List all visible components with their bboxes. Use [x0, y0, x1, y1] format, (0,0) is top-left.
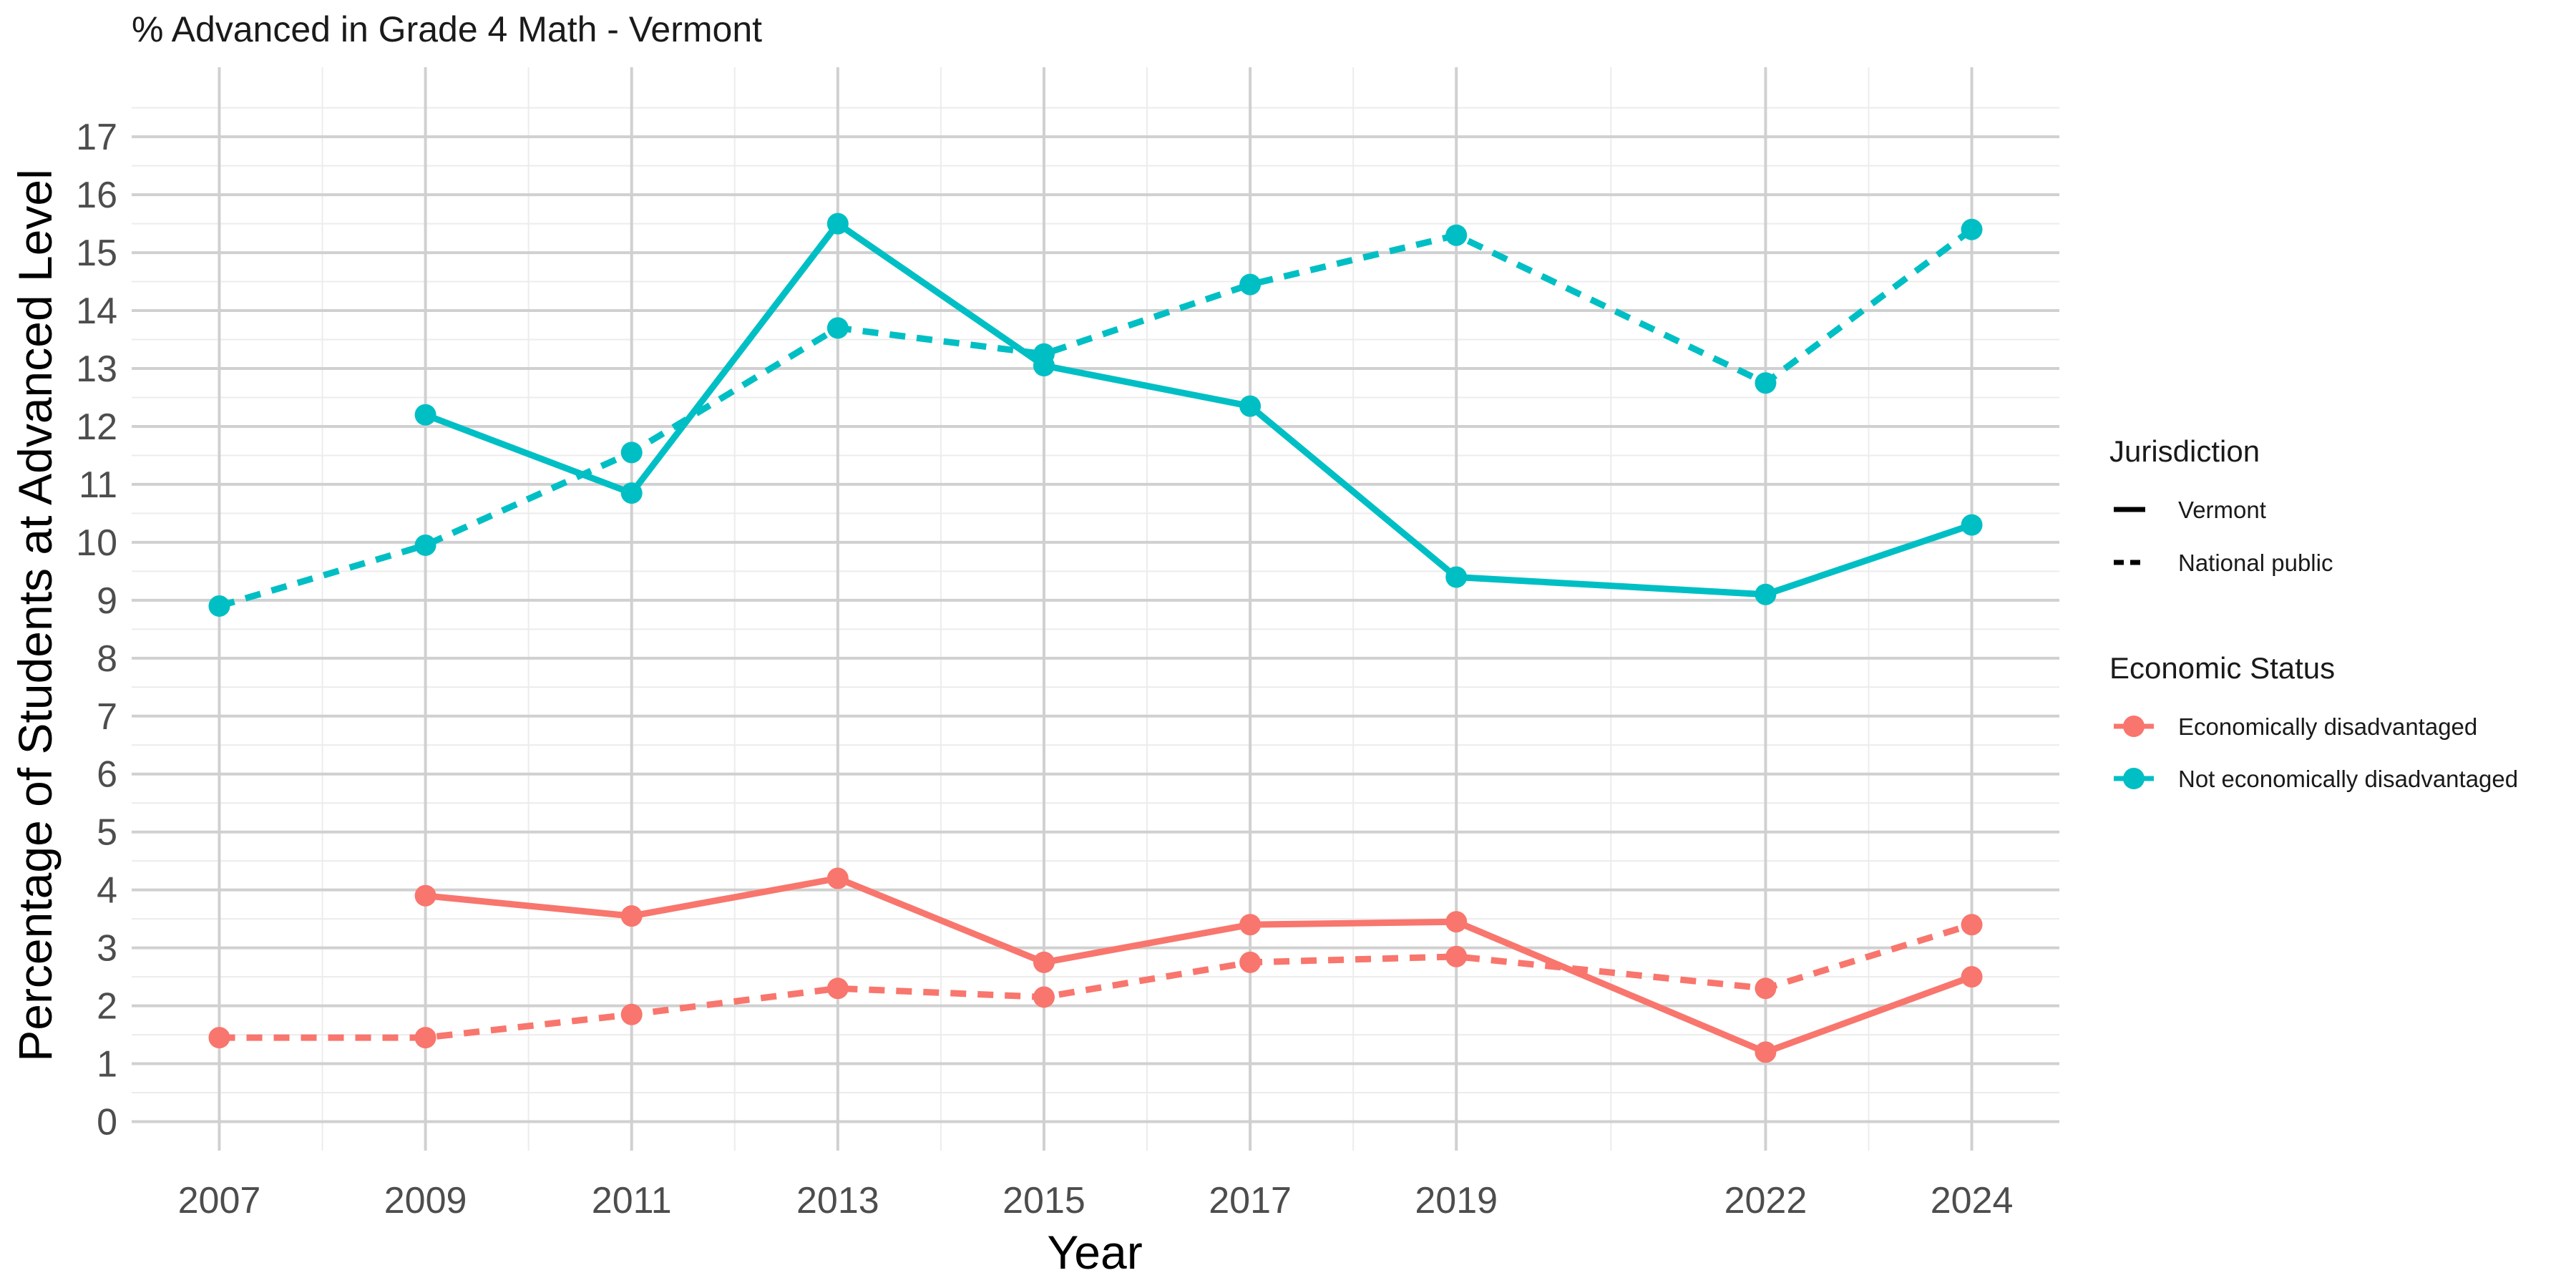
data-point-vermont-not-economically-disadvantaged [1239, 395, 1262, 417]
y-tick-label: 12 [76, 406, 117, 448]
data-point-national-public-economically-disadvantaged [1033, 986, 1055, 1008]
data-point-national-public-not-economically-disadvantaged [208, 595, 230, 617]
y-tick-label: 5 [97, 812, 117, 854]
data-point-vermont-not-economically-disadvantaged [1445, 566, 1468, 588]
data-point-national-public-not-economically-disadvantaged [620, 441, 643, 464]
series-line-national-public-economically-disadvantaged [219, 921, 1973, 1041]
data-point-national-public-not-economically-disadvantaged [1961, 218, 1983, 240]
series-line-vermont-economically-disadvantaged [425, 875, 1974, 1055]
legend-jurisdiction-title: Jurisdiction [2109, 434, 2260, 468]
x-tick-label: 2013 [796, 1180, 879, 1221]
data-point-national-public-economically-disadvantaged [620, 1003, 643, 1025]
data-point-national-public-economically-disadvantaged [826, 977, 849, 1000]
data-point-vermont-economically-disadvantaged [1239, 914, 1262, 936]
data-point-vermont-not-economically-disadvantaged [1961, 514, 1983, 536]
y-tick-label: 10 [76, 522, 117, 564]
data-point-vermont-economically-disadvantaged [1961, 966, 1983, 988]
x-axis-ticks: 2007 2009 2011 2013 2015 2017 2019 2022 2024 [178, 1180, 2014, 1221]
series-points [208, 213, 1983, 1063]
data-point-vermont-not-economically-disadvantaged [620, 482, 643, 504]
y-tick-label: 6 [97, 754, 117, 796]
legend-economic-status-title: Economic Status [2109, 651, 2335, 685]
y-tick-label: 4 [97, 870, 117, 912]
data-point-national-public-economically-disadvantaged [1445, 945, 1468, 967]
x-tick-label: 2015 [1002, 1180, 1085, 1221]
y-tick-label: 13 [76, 348, 117, 390]
data-point-national-public-economically-disadvantaged [1239, 951, 1262, 973]
y-axis-title: Percentage of Students at Advanced Level [9, 169, 62, 1062]
x-tick-label: 2007 [178, 1180, 261, 1221]
y-tick-label: 17 [76, 117, 117, 158]
legend-item-not-economically-disadvantaged: Not economically disadvantaged [2178, 766, 2518, 792]
y-tick-label: 7 [97, 696, 117, 738]
data-point-national-public-economically-disadvantaged [1961, 914, 1983, 936]
x-tick-label: 2017 [1209, 1180, 1292, 1221]
series-lines [218, 220, 1974, 1055]
legend-item-national-public: National public [2178, 550, 2333, 576]
legend-item-vermont: Vermont [2178, 497, 2266, 523]
y-tick-label: 2 [97, 986, 117, 1028]
data-point-vermont-not-economically-disadvantaged [414, 404, 436, 426]
x-tick-label: 2024 [1931, 1180, 2014, 1221]
data-point-national-public-not-economically-disadvantaged [1755, 372, 1777, 394]
y-tick-label: 11 [79, 464, 117, 506]
legend-not-disadvantaged-dot [2123, 768, 2145, 789]
legend-item-economically-disadvantaged: Economically disadvantaged [2178, 713, 2477, 740]
data-point-vermont-economically-disadvantaged [1755, 1041, 1777, 1063]
data-point-national-public-not-economically-disadvantaged [1445, 224, 1468, 246]
data-point-vermont-not-economically-disadvantaged [1755, 583, 1777, 605]
x-tick-label: 2011 [592, 1180, 672, 1221]
data-point-national-public-not-economically-disadvantaged [414, 534, 436, 556]
legend-econ-disadvantaged-dot [2123, 716, 2145, 737]
x-axis-title: Year [1047, 1226, 1142, 1279]
y-tick-label: 9 [97, 580, 117, 622]
data-point-vermont-economically-disadvantaged [1445, 911, 1468, 933]
data-point-vermont-economically-disadvantaged [620, 905, 643, 927]
y-tick-label: 16 [76, 175, 117, 216]
x-tick-label: 2009 [384, 1180, 467, 1221]
y-tick-label: 0 [97, 1102, 117, 1143]
data-point-national-public-not-economically-disadvantaged [1033, 343, 1055, 365]
legend-jurisdiction: Jurisdiction Vermont National public [2109, 434, 2333, 576]
series-line-vermont-not-economically-disadvantaged [424, 220, 1973, 598]
data-point-national-public-economically-disadvantaged [1755, 977, 1777, 1000]
y-tick-label: 3 [97, 928, 117, 970]
x-tick-label: 2022 [1724, 1180, 1807, 1221]
data-point-national-public-economically-disadvantaged [414, 1027, 436, 1049]
data-point-national-public-not-economically-disadvantaged [1239, 273, 1262, 296]
y-tick-label: 8 [97, 638, 117, 680]
data-point-national-public-economically-disadvantaged [208, 1027, 230, 1049]
legend-economic-status: Economic Status Economically disadvantag… [2109, 651, 2518, 792]
grid [132, 67, 2059, 1151]
chart-title: % Advanced in Grade 4 Math - Vermont [132, 9, 762, 49]
data-point-vermont-economically-disadvantaged [414, 884, 436, 907]
data-point-national-public-not-economically-disadvantaged [826, 317, 849, 339]
data-point-vermont-economically-disadvantaged [1033, 951, 1055, 973]
y-tick-label: 14 [76, 291, 117, 332]
y-tick-label: 15 [76, 233, 117, 274]
series-line-national-public-not-economically-disadvantaged [218, 227, 1974, 610]
data-point-vermont-economically-disadvantaged [826, 867, 849, 889]
data-point-vermont-not-economically-disadvantaged [826, 213, 849, 235]
y-tick-label: 1 [97, 1044, 117, 1085]
x-tick-label: 2019 [1415, 1180, 1498, 1221]
